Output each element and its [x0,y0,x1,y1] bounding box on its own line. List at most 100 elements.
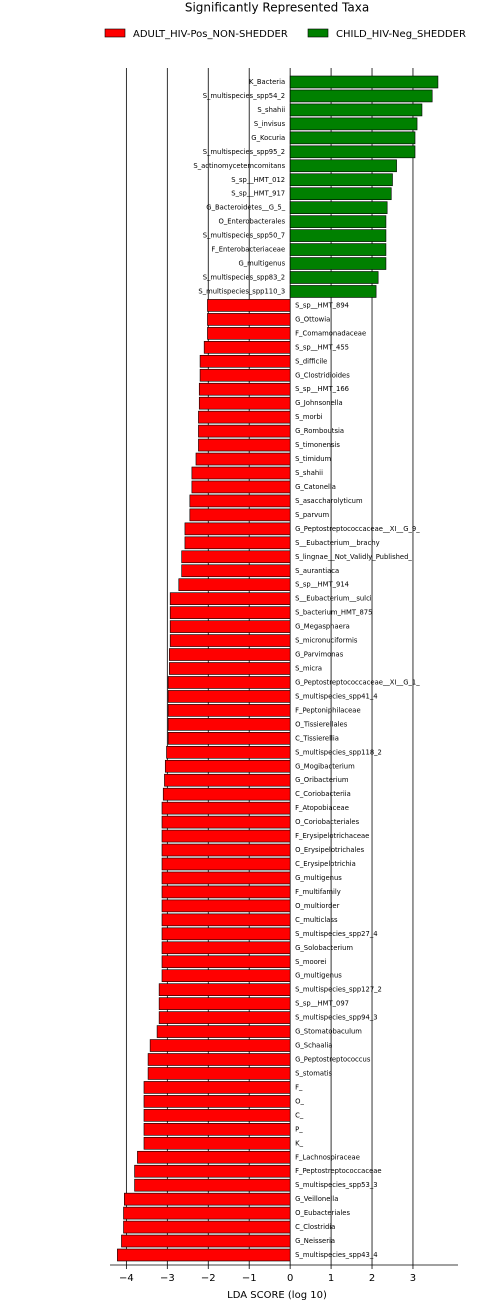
bar [189,508,291,522]
category-label: S_multispecies_spp94_3 [295,1014,377,1022]
bar [143,1136,291,1150]
category-label: G_Megasphaera [295,623,350,631]
category-label: S_stomatis [295,1069,332,1077]
category-label: S_moorei [295,958,326,966]
category-label: F_Lachnospiraceae [295,1153,360,1161]
bar [121,1234,291,1248]
category-label: G_Romboutsia [295,427,344,435]
bar [169,634,291,647]
bar [198,424,291,438]
bar [198,438,291,452]
bar [137,1150,291,1164]
category-label: G_Parvimonas [295,651,344,659]
bar [184,536,291,550]
legend-swatch [307,28,329,38]
bar [289,103,423,117]
category-label: O_Eubacteriales [295,1209,350,1217]
legend-swatch [104,28,126,38]
category-label: S_bacterium_HMT_875 [295,609,372,617]
category-label: F_Peptoniphilaceae [295,706,361,714]
category-label: S_shahii [257,106,285,114]
category-label: G_multigenus [295,874,342,882]
x-tick-label: 0 [287,1273,293,1284]
bar [289,75,439,89]
bar [123,1220,291,1234]
bar [289,131,416,145]
category-label: S_multispecies_spp110_3 [198,287,285,295]
bar [161,815,291,829]
bar [207,313,291,326]
bar [289,229,387,242]
bar [198,410,291,424]
category-label: F_Peptostreptococcaceae [295,1167,381,1175]
category-label: S_multispecies_spp95_2 [203,148,285,156]
bar [164,759,291,773]
bar [198,382,291,396]
category-label: S_multispecies_spp43_4 [295,1251,377,1259]
category-label: O_Enterobacterales [219,218,286,226]
category-label: F_Atopobiaceae [295,804,349,812]
bar [161,843,291,857]
category-label: C_ [295,1111,304,1119]
bar [289,145,416,159]
category-label: S__Eubacterium__sulci [295,595,372,603]
bar [289,89,433,103]
bar [289,187,392,201]
category-label: G_Catonella [295,483,336,491]
category-label: S_timonensis [295,441,340,449]
category-label: S_micronuciformis [295,637,358,645]
category-label: S_multispecies_spp53_3 [295,1181,377,1189]
category-label: S_lingnae__Not_Validly_Published_ [295,553,412,561]
bar [167,676,291,689]
category-label: C_Coriobacteriia [295,790,351,798]
bar [117,1248,291,1262]
category-label: S_multispecies_spp83_2 [203,274,285,282]
bar [195,452,291,466]
bar [161,899,291,913]
category-label: S_micra [295,665,322,673]
category-label: S_multispecies_spp27_4 [295,930,377,938]
category-label: G_Neisseria [295,1237,335,1245]
category-label: S_parvum [295,511,329,519]
bar [181,550,291,564]
category-label: F_Enterobacteriaceae [211,246,285,254]
bar [143,1081,291,1094]
category-label: S_aurantiaca [295,567,339,575]
bar [161,871,291,885]
bar [169,606,291,619]
category-label: G_Mogibacterium [295,762,355,770]
bar [161,857,291,871]
bar [166,745,291,759]
category-label: O_Tissierellales [295,720,348,728]
bar [169,662,291,675]
category-label: S_invisus [254,120,286,128]
bar [158,1011,291,1024]
bar [161,941,291,955]
bar [161,955,291,969]
bar [289,285,377,298]
bar [203,341,291,354]
category-label: G_Peptostreptococcus [295,1056,371,1064]
category-label: S_multispecies_spp41_4 [295,692,377,700]
bar [161,913,291,927]
category-label: S_actinomycetemcomitans [193,162,285,170]
bar [124,1192,291,1206]
x-tick-label: −4 [119,1273,134,1284]
category-label: S_timidum [295,455,331,463]
category-label: G_Clostridioides [295,371,350,379]
bar [184,522,291,536]
bar [134,1178,291,1192]
bar [143,1095,291,1108]
bar [167,718,291,731]
category-label: C_Tissierellia [295,734,339,742]
category-label: P_ [295,1125,303,1133]
chart-title: Significantly Represented Taxa [185,1,369,15]
bar [161,829,291,843]
bar [191,466,291,480]
x-tick-label: −1 [242,1273,257,1284]
category-label: S_difficile [295,357,327,365]
x-tick-label: −2 [201,1273,216,1284]
category-label: F_ [295,1083,303,1091]
bar [207,299,291,312]
